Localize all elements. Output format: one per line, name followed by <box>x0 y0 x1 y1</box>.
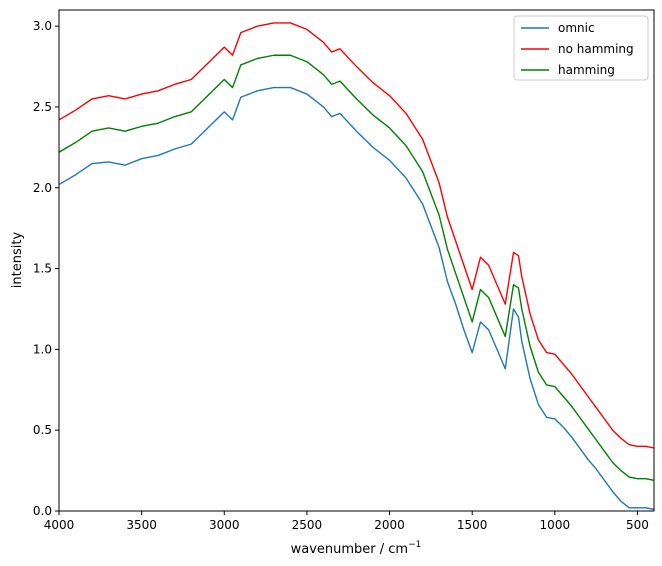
legend-label: no hamming <box>558 42 634 56</box>
x-tick-label: 3000 <box>209 518 240 532</box>
x-tick-label: 500 <box>626 518 649 532</box>
series-line-no-hamming <box>59 22 654 449</box>
y-axis-label: intensity <box>10 232 25 289</box>
x-tick-label: 1000 <box>540 518 571 532</box>
y-tick-label: 1.0 <box>33 342 52 356</box>
y-tick-label: 0.0 <box>33 504 52 518</box>
x-tick-label: 2000 <box>374 518 405 532</box>
y-axis-ticks: 0.0 0.5 1.0 1.5 2.0 2.5 3.0 <box>33 19 59 518</box>
y-tick-label: 2.5 <box>33 100 52 114</box>
x-tick-label: 4000 <box>44 518 75 532</box>
y-tick-label: 0.5 <box>33 423 52 437</box>
legend: omnic no hamming hamming <box>513 15 649 81</box>
x-tick-label: 3500 <box>126 518 157 532</box>
y-tick-label: 2.0 <box>33 181 52 195</box>
x-axis-label: wavenumber / cm−1 <box>291 540 422 557</box>
series-line-omnic <box>59 86 654 511</box>
y-tick-label: 3.0 <box>33 19 52 33</box>
x-tick-label: 1500 <box>457 518 488 532</box>
legend-box <box>513 15 649 81</box>
x-tick-label: 2500 <box>292 518 323 532</box>
legend-label: hamming <box>558 63 615 77</box>
x-axis-ticks: 4000 3500 3000 2500 2000 1500 1000 500 <box>44 511 649 532</box>
plot-frame <box>58 9 655 512</box>
legend-label: omnic <box>558 21 595 35</box>
y-tick-label: 1.5 <box>33 262 52 276</box>
series-line-hamming <box>59 54 654 481</box>
series-lines <box>59 22 654 511</box>
